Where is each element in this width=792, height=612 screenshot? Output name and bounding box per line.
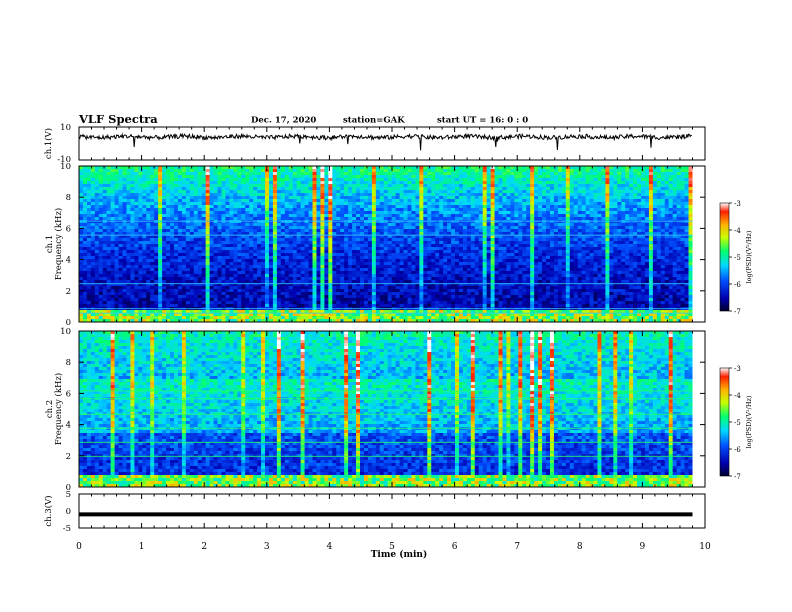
time-tick-labels: 0 1 2 3 4 5 6 7 8 9 10 — [76, 542, 711, 552]
time-tick-label: 0 — [76, 542, 82, 552]
time-tick-label: 1 — [139, 542, 145, 552]
ch2-freq-ticks: 10 8 6 4 2 0 — [60, 327, 705, 493]
colorbar-tick-label: -4 — [734, 392, 741, 400]
freq-tick-label: 10 — [60, 327, 71, 337]
freq-tick-label: 4 — [66, 421, 71, 431]
colorbar-tick-label: -3 — [734, 200, 741, 208]
ch2-spectrogram-image — [79, 331, 705, 488]
station-label: station=GAK — [343, 116, 405, 126]
ch1-spectrogram-image — [79, 166, 705, 323]
start-time-label: start UT = 16: 0 : 0 — [437, 116, 528, 126]
time-tick-label: 2 — [201, 542, 207, 552]
colorbar-tick-label: -6 — [734, 446, 741, 454]
time-tick-label: 9 — [640, 542, 646, 552]
time-tick-label: 8 — [577, 542, 583, 552]
ch1-waveform-panel: 10 -10 ch.1(V) — [43, 123, 706, 165]
freq-tick-label: 6 — [66, 389, 71, 399]
freq-tick-label: 6 — [66, 224, 71, 234]
time-ticks — [78, 127, 706, 528]
colorbar-tick-label: -5 — [734, 254, 741, 262]
freq-tick-label: 8 — [66, 358, 71, 368]
freq-tick-label: 10 — [60, 162, 71, 172]
ch3-ytick-mid: 0 — [66, 507, 71, 517]
colorbar-scale — [719, 202, 730, 312]
figure-title: VLF Spectra — [78, 112, 158, 126]
ch2-ylabel-channel: ch.2 — [45, 400, 55, 418]
time-axis-label: Time (min) — [371, 549, 428, 560]
freq-tick-label: 4 — [66, 256, 71, 266]
ch2-colorbar: -3 -4 -5 -6 -7 log(PSD)(V²/Hz) — [719, 365, 753, 481]
colorbar-label: log(PSD)(V²/Hz) — [745, 395, 753, 448]
ch1-ytick-bottom: -10 — [57, 155, 71, 165]
freq-tick-label: 2 — [66, 452, 71, 462]
colorbar-tick-label: -7 — [734, 308, 741, 316]
freq-tick-label: 2 — [66, 287, 71, 297]
date-label: Dec. 17, 2020 — [251, 116, 316, 126]
colorbar-tick-label: -7 — [734, 473, 741, 481]
ch1-ylabel: ch.1(V) — [43, 128, 54, 159]
time-tick-label: 7 — [514, 542, 520, 552]
time-tick-label: 3 — [264, 542, 270, 552]
ch3-ylabel: ch.3(V) — [43, 495, 54, 526]
time-tick-label: 6 — [452, 542, 458, 552]
colorbar-scale — [719, 367, 730, 477]
ch1-ylabel-channel: ch.1 — [45, 235, 55, 253]
colorbar-tick-label: -4 — [734, 227, 741, 235]
ch3-ytick-bottom: -5 — [63, 524, 71, 534]
time-tick-label: 4 — [327, 542, 333, 552]
colorbar-tick-label: -5 — [734, 419, 741, 427]
ch1-freq-ticks: 10 8 6 4 2 0 — [60, 162, 705, 328]
time-tick-label: 10 — [699, 542, 711, 552]
freq-tick-label: 8 — [66, 193, 71, 203]
ch2-ylabel-frequency: Frequency (kHz) — [53, 373, 64, 445]
ch1-waveform-trace — [78, 132, 692, 151]
ch1-ytick-top: 10 — [60, 123, 71, 133]
ch3-ytick-top: 5 — [66, 490, 71, 500]
ch1-trace-line — [78, 132, 692, 151]
ch2-spectrogram-panel: 10 8 6 4 2 0 ch.2 Frequency (kHz) — [45, 327, 706, 493]
colorbar-tick-label: -6 — [734, 281, 741, 289]
colorbar-tick-label: -3 — [734, 365, 741, 373]
ch1-ylabel-frequency: Frequency (kHz) — [53, 208, 64, 280]
ch1-colorbar: -3 -4 -5 -6 -7 log(PSD)(V²/Hz) — [719, 200, 753, 316]
ch3-waveform-panel: 5 0 -5 ch.3(V) — [43, 490, 706, 534]
freq-tick-label: 0 — [66, 483, 71, 493]
colorbar-label: log(PSD)(V²/Hz) — [745, 230, 753, 283]
ch1-spectrogram-panel: 10 8 6 4 2 0 ch.1 Frequency (kHz) — [45, 162, 706, 328]
freq-tick-label: 0 — [66, 318, 71, 328]
time-tick-label: 5 — [389, 542, 395, 552]
